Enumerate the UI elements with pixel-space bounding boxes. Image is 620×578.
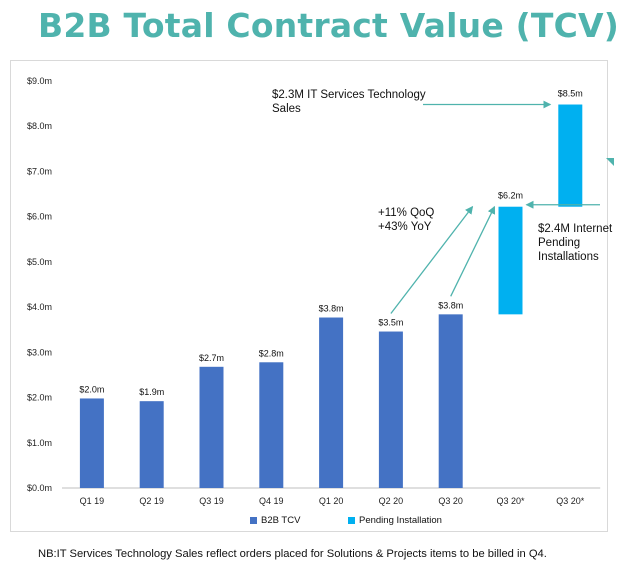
y-tick-label: $4.0m [27,302,52,312]
y-tick-label: $0.0m [27,483,52,493]
bar-b2b-tcv [319,317,344,488]
bar-value-label: $1.9m [139,387,164,397]
x-tick-label: Q3 20 [438,496,463,506]
legend-label-pending: Pending Installation [359,515,442,526]
growth-annotation: +11% QoQ +43% YoY [378,206,434,234]
x-tick-label: Q4 19 [259,496,284,506]
it-sales-annotation: $2.3M IT Services Technology Sales [272,88,426,116]
x-tick-label: Q1 19 [80,496,105,506]
bar-value-label: $2.0m [79,384,104,394]
pending-annotation: $2.4M Internet Pending Installations [538,222,612,264]
chart-panel [10,60,608,532]
bar-b2b-tcv [199,366,224,488]
y-tick-label: $3.0m [27,347,52,357]
x-tick-label: Q3 20* [496,496,525,506]
bar-value-label: $3.8m [319,304,344,314]
bar-value-label: $2.8m [259,348,284,358]
legend-swatch-b2b [250,516,257,524]
y-tick-label: $1.0m [27,438,52,448]
y-tick-label: $5.0m [27,257,52,267]
bar-value-label: $8.5m [558,89,583,99]
tcv-chart: $0.0m $1.0m $2.0m $3.0m $4.0m $5.0m $6.0m $7.0m… [27,76,614,506]
bar-value-label: $3.8m [438,300,463,310]
bar-value-label: $6.2m [498,191,523,201]
bar-b2b-tcv [79,398,104,488]
legend-label-b2b: B2B TCV [261,515,301,526]
bar-pending-installation [558,104,583,207]
bar-pending-installation [498,206,523,315]
y-tick-label: $8.0m [27,121,52,131]
pending-line-1: $2.4M Internet [538,223,613,235]
y-tick-label: $6.0m [27,212,52,222]
y-tick-label: $2.0m [27,393,52,403]
edge-marker-icon [606,158,614,166]
x-tick-label: Q3 19 [199,496,224,506]
bar-b2b-tcv [438,314,463,488]
bar-b2b-tcv [139,401,164,488]
bar-value-label: $3.5m [378,318,403,328]
y-tick-label: $7.0m [27,166,52,176]
growth-arrow-q2 [390,205,474,314]
legend-b2b-tcv: B2B TCV [250,515,300,526]
growth-arrow-q3 [450,205,496,297]
page-title: B2B Total Contract Value (TCV) [38,6,620,45]
x-tick-label: Q2 19 [139,496,164,506]
x-tick-label: Q1 20 [319,496,344,506]
y-tick-label: $9.0m [27,76,52,86]
pending-line-3: Installations [538,251,599,263]
bar-b2b-tcv [259,362,284,488]
it-sales-line-1: $2.3M IT Services Technology [272,89,426,101]
footnote: NB:IT Services Technology Sales reflect … [38,548,547,560]
legend-swatch-pending [348,516,355,524]
x-tick-label: Q2 20 [379,496,404,506]
x-tick-label: Q3 20* [556,496,585,506]
growth-qoq: +11% QoQ [378,207,435,219]
legend-pending: Pending Installation [348,515,442,526]
bar-b2b-tcv [378,331,403,488]
growth-yoy: +43% YoY [378,221,432,233]
it-sales-line-2: Sales [272,103,301,115]
pending-line-2: Pending [538,237,581,249]
bar-value-label: $2.7m [199,353,224,363]
